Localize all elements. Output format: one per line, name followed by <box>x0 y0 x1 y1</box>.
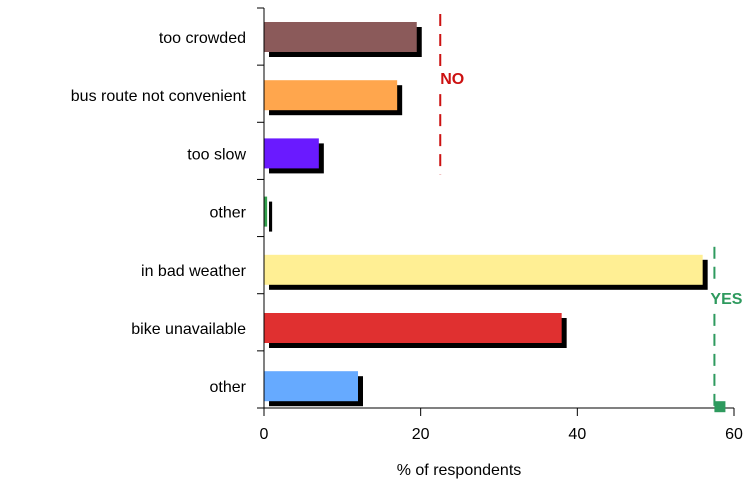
y-axis-ticks <box>257 7 264 409</box>
x-tick-label-40: 40 <box>568 426 586 443</box>
category-label-too-crowded-0: too crowded <box>159 30 246 47</box>
x-axis-title: % of respondents <box>397 462 522 479</box>
bar-bike-unavailable-5 <box>264 313 562 343</box>
bar-in-bad-weather-4 <box>264 254 703 285</box>
category-label-bus-route-not-convenient-1: bus route not convenient <box>71 88 247 105</box>
bar-other-3 <box>264 196 268 227</box>
bar-shadow-other-3 <box>269 201 273 232</box>
x-tick-label-20: 20 <box>412 426 430 443</box>
category-label-bike-unavailable-5: bike unavailable <box>131 321 246 338</box>
annotation-label-no: NO <box>440 71 464 88</box>
annotation-label-yes: YES <box>710 291 742 308</box>
bars-group <box>264 22 708 407</box>
category-label-in-bad-weather-4: in bad weather <box>141 263 247 280</box>
annotations: NO YES <box>439 14 743 413</box>
bar-too-slow-2 <box>264 138 319 169</box>
category-label-other-3: other <box>210 205 247 222</box>
x-axis-ticks: 0 20 40 60 <box>260 408 743 443</box>
annotation-marker-yes <box>714 401 726 413</box>
bar-other-6 <box>264 371 358 402</box>
x-tick-label-0: 0 <box>260 426 269 443</box>
category-label-too-slow-2: too slow <box>187 146 246 163</box>
bar-bus-route-not-convenient-1 <box>264 80 398 111</box>
bar-too-crowded-0 <box>264 22 417 52</box>
category-label-other-6: other <box>210 379 247 396</box>
category-labels: too crowded bus route not convenient too s… <box>71 30 247 396</box>
x-tick-label-60: 60 <box>725 426 743 443</box>
